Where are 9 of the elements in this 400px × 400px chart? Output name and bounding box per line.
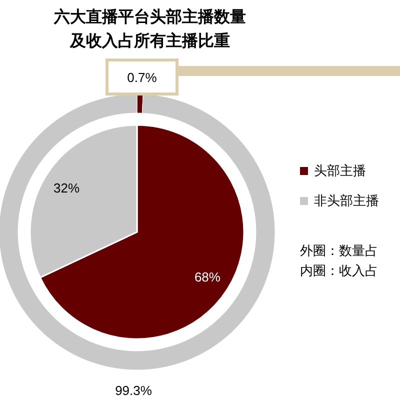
text: 外圈：数量占	[300, 244, 378, 259]
legend-label: 头部主播	[314, 163, 366, 179]
legend-label: 非头部主播	[314, 193, 379, 209]
data-label: 32%	[54, 180, 80, 196]
chart-title: 六大直播平台头部主播数量及收入占所有主播比重	[53, 7, 246, 50]
text: 内圈：收入占	[300, 264, 378, 279]
data-label: 0.7%	[127, 70, 158, 85]
data-label: 99.3%	[115, 382, 152, 398]
data-label: 68%	[194, 270, 221, 285]
